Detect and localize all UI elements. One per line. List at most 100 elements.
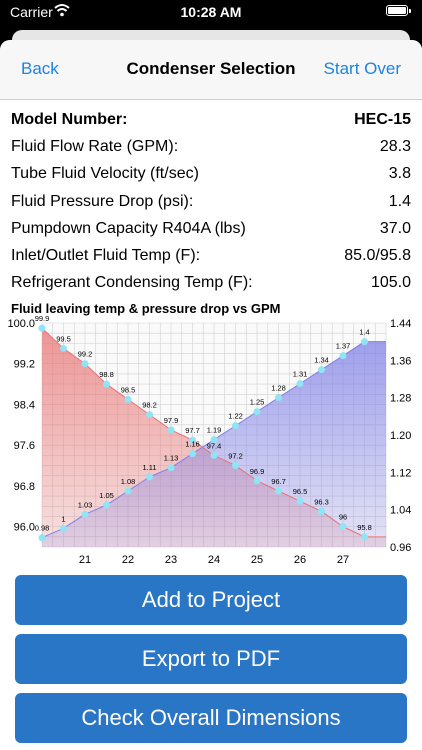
data-label-fluid-leaving-temp: 98.8 <box>99 370 114 379</box>
spec-label: Fluid Flow Rate (GPM): <box>11 137 179 155</box>
spec-list: Model Number: HEC-15 Fluid Flow Rate (GP… <box>11 106 411 297</box>
data-label-fluid-pressure-drop: 1.11 <box>142 463 156 472</box>
point-fluid-pressure-drop <box>253 408 261 416</box>
point-fluid-leaving-temp <box>146 411 153 419</box>
x-tick-label: 27 <box>337 554 349 566</box>
spec-row-flow-rate: Fluid Flow Rate (GPM): 28.3 <box>11 133 411 160</box>
point-fluid-pressure-drop <box>103 501 110 509</box>
page-title: Condenser Selection <box>126 59 296 78</box>
data-label-fluid-pressure-drop: 1.13 <box>164 454 179 463</box>
data-label-fluid-pressure-drop: 1.19 <box>207 426 222 435</box>
point-fluid-pressure-drop <box>318 366 325 374</box>
back-button[interactable]: Back <box>21 59 59 78</box>
data-label-fluid-leaving-temp: 99.5 <box>56 334 71 343</box>
data-label-fluid-leaving-temp: 97.7 <box>185 426 200 435</box>
data-label-fluid-pressure-drop: 1.08 <box>121 477 136 486</box>
start-over-button[interactable]: Start Over <box>323 59 401 78</box>
y-right-tick-label: 0.96 <box>390 542 411 554</box>
data-label-fluid-pressure-drop: 1.22 <box>228 412 243 421</box>
point-fluid-leaving-temp <box>361 533 368 541</box>
spec-label: Model Number: <box>11 110 128 128</box>
data-label-fluid-leaving-temp: 96 <box>339 513 347 522</box>
point-fluid-pressure-drop <box>167 464 175 472</box>
check-dimensions-button[interactable]: Check Overall Dimensions <box>15 693 407 743</box>
point-fluid-leaving-temp <box>296 497 304 505</box>
status-time: 10:28 AM <box>180 4 242 20</box>
y-right-tick-label: 1.28 <box>390 393 411 405</box>
x-tick-label: 21 <box>79 554 91 566</box>
point-fluid-leaving-temp <box>81 360 89 368</box>
x-tick-label: 22 <box>122 554 134 566</box>
point-fluid-leaving-temp <box>103 380 110 388</box>
point-fluid-leaving-temp <box>318 507 325 515</box>
status-bar: Carrier 10:28 AM <box>0 0 422 26</box>
spec-row-pressure-drop: Fluid Pressure Drop (psi): 1.4 <box>11 188 411 215</box>
y-left-tick-label: 100.0 <box>7 318 35 330</box>
fluid-chart: Fluid leaving temp & pressure drop vs GP… <box>7 301 411 566</box>
series-area-fluid-pressure-drop <box>42 341 386 547</box>
data-label-fluid-leaving-temp: 96.7 <box>271 477 286 486</box>
modal-sheet: Back Condenser Selection Start Over Mode… <box>0 40 422 750</box>
point-fluid-pressure-drop <box>210 436 218 444</box>
navigation-bar: Back Condenser Selection Start Over <box>0 40 422 100</box>
spec-label: Fluid Pressure Drop (psi): <box>11 192 194 210</box>
spec-value: 85.0/95.8 <box>344 247 411 265</box>
add-to-project-button[interactable]: Add to Project <box>15 575 407 625</box>
y-right-tick-label: 1.04 <box>390 505 411 517</box>
point-fluid-leaving-temp <box>167 426 175 434</box>
spec-row-velocity: Tube Fluid Velocity (ft/sec) 3.8 <box>11 161 411 188</box>
spec-label: Tube Fluid Velocity (ft/sec) <box>11 165 199 183</box>
point-fluid-leaving-temp <box>38 324 46 332</box>
chart-container: Fluid leaving temp & pressure drop vs GP… <box>0 296 422 572</box>
data-label-fluid-leaving-temp: 98.5 <box>121 385 136 394</box>
spec-value: 105.0 <box>370 274 411 292</box>
data-label-fluid-pressure-drop: 1.4 <box>359 328 369 337</box>
point-fluid-pressure-drop <box>146 473 153 481</box>
point-fluid-leaving-temp <box>210 451 218 459</box>
data-label-fluid-leaving-temp: 97.4 <box>207 441 222 450</box>
x-tick-label: 24 <box>208 554 220 566</box>
point-fluid-pressure-drop <box>189 450 196 458</box>
point-fluid-leaving-temp <box>189 436 196 444</box>
data-label-fluid-pressure-drop: 1.05 <box>99 491 114 500</box>
spec-value: 28.3 <box>379 137 411 155</box>
point-fluid-pressure-drop <box>124 487 132 495</box>
point-fluid-pressure-drop <box>81 510 89 518</box>
y-left-tick-label: 97.6 <box>14 440 35 452</box>
point-fluid-leaving-temp <box>232 462 239 470</box>
wifi-icon <box>54 4 70 17</box>
point-fluid-pressure-drop <box>361 338 368 346</box>
y-left-tick-label: 98.4 <box>14 399 35 411</box>
point-fluid-leaving-temp <box>60 344 67 352</box>
export-pdf-button[interactable]: Export to PDF <box>15 634 407 684</box>
y-right-tick-label: 1.36 <box>390 355 411 367</box>
spec-label: Inlet/Outlet Fluid Temp (F): <box>11 247 201 265</box>
point-fluid-pressure-drop <box>296 380 304 388</box>
y-left-tick-label: 99.2 <box>14 359 35 371</box>
spec-label: Refrigerant Condensing Temp (F): <box>11 274 253 292</box>
data-label-fluid-leaving-temp: 96.5 <box>293 487 308 496</box>
spec-value: 3.8 <box>388 165 411 183</box>
data-label-fluid-pressure-drop: 1 <box>61 514 65 523</box>
chart-title: Fluid leaving temp & pressure drop vs GP… <box>11 301 280 316</box>
x-tick-label: 23 <box>165 554 177 566</box>
data-label-fluid-leaving-temp: 97.9 <box>164 416 179 425</box>
data-label-fluid-pressure-drop: 1.16 <box>185 440 200 449</box>
data-label-fluid-pressure-drop: 1.31 <box>293 370 308 379</box>
y-right-tick-label: 1.44 <box>390 318 411 330</box>
data-label-fluid-leaving-temp: 97.2 <box>228 452 243 461</box>
spec-row-pumpdown: Pumpdown Capacity R404A (lbs) 37.0 <box>11 215 411 242</box>
y-right-tick-label: 1.20 <box>390 430 411 442</box>
data-label-fluid-pressure-drop: 1.28 <box>271 384 286 393</box>
point-fluid-pressure-drop <box>275 394 282 402</box>
data-label-fluid-leaving-temp: 96.9 <box>250 467 265 476</box>
x-tick-label: 25 <box>251 554 263 566</box>
spec-label: Pumpdown Capacity R404A (lbs) <box>11 219 246 237</box>
data-label-fluid-leaving-temp: 99.9 <box>35 314 50 323</box>
data-label-fluid-pressure-drop: 1.37 <box>336 342 351 351</box>
data-label-fluid-leaving-temp: 98.2 <box>142 401 157 410</box>
point-fluid-pressure-drop <box>38 534 46 542</box>
data-label-fluid-pressure-drop: 1.03 <box>78 500 93 509</box>
point-fluid-pressure-drop <box>232 422 239 430</box>
y-left-tick-label: 96.8 <box>14 481 35 493</box>
